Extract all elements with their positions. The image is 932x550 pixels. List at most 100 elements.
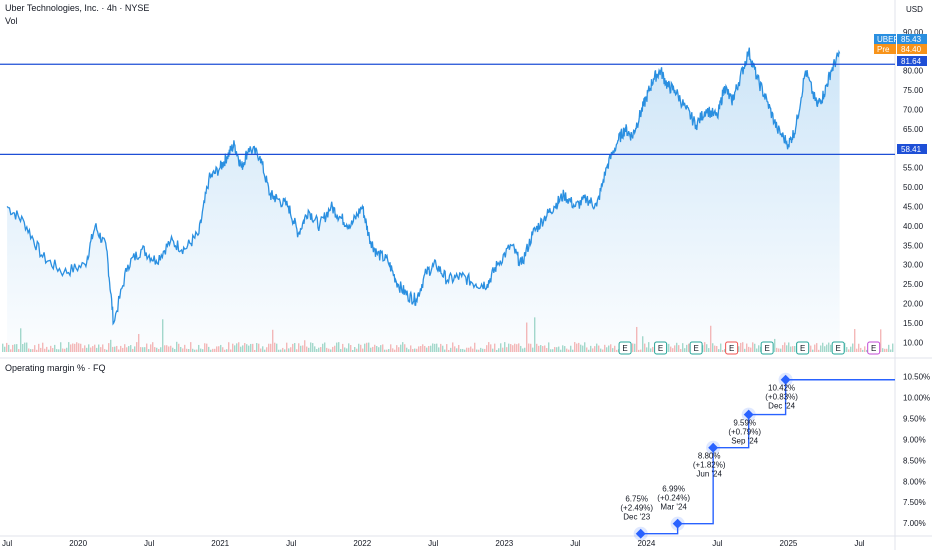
volume-bar xyxy=(786,345,788,352)
volume-bar xyxy=(228,342,230,352)
volume-bar xyxy=(612,348,614,352)
earnings-marker: E xyxy=(654,341,668,355)
volume-bar xyxy=(600,348,602,352)
volume-bar xyxy=(256,343,258,352)
volume-bar xyxy=(156,347,158,352)
volume-bar xyxy=(300,345,302,352)
volume-bar xyxy=(584,342,586,352)
volume-bar xyxy=(452,342,454,352)
volume-bar xyxy=(250,343,252,352)
volume-bar xyxy=(202,349,204,352)
volume-bar xyxy=(560,349,562,352)
volume-bar xyxy=(852,343,854,352)
volume-bar xyxy=(758,345,760,352)
margin-tick-label: 9.50% xyxy=(903,414,926,423)
volume-bar xyxy=(380,345,382,352)
volume-bar xyxy=(886,348,888,352)
volume-bar xyxy=(336,342,338,352)
price-tag-label-bg xyxy=(874,34,896,44)
volume-bar xyxy=(220,344,222,352)
volume-bar xyxy=(844,342,846,352)
volume-bar xyxy=(294,343,296,352)
volume-bar xyxy=(854,329,856,352)
volume-bar xyxy=(46,346,48,352)
time-tick-label: Jul xyxy=(712,539,722,548)
volume-bar xyxy=(512,345,514,352)
volume-bar xyxy=(526,322,528,352)
volume-bar xyxy=(72,343,74,352)
volume-bar xyxy=(742,342,744,352)
volume-bar xyxy=(384,349,386,352)
volume-bar xyxy=(54,344,56,352)
volume-bar xyxy=(108,343,110,352)
volume-bar xyxy=(746,343,748,352)
volume-bar xyxy=(356,348,358,352)
currency-label: USD xyxy=(906,5,923,14)
volume-bar xyxy=(636,326,638,352)
volume-bar xyxy=(602,349,604,352)
volume-bar xyxy=(100,347,102,352)
volume-bar xyxy=(394,349,396,352)
volume-bar xyxy=(392,348,394,352)
volume-bar xyxy=(204,343,206,352)
price-tick-label: 45.00 xyxy=(903,202,924,211)
volume-bar xyxy=(450,347,452,352)
volume-bar xyxy=(290,347,292,352)
price-tick-label: 90.00 xyxy=(903,28,924,37)
volume-bar xyxy=(280,349,282,352)
volume-bar xyxy=(436,343,438,352)
time-tick-label: 2020 xyxy=(69,539,87,548)
volume-bar xyxy=(248,345,250,352)
volume-bar xyxy=(124,344,126,352)
price-tick-label: 15.00 xyxy=(903,319,924,328)
volume-bar xyxy=(396,345,398,352)
volume-bar xyxy=(376,345,378,352)
volume-bar xyxy=(114,346,116,352)
volume-bar xyxy=(606,347,608,352)
volume-bar xyxy=(302,345,304,352)
volume-bar xyxy=(722,349,724,352)
volume-bar xyxy=(330,349,332,352)
volume-bar xyxy=(152,342,154,352)
volume-bar xyxy=(702,345,704,352)
volume-bar xyxy=(652,346,654,352)
volume-bar xyxy=(598,345,600,352)
earnings-marker-label: E xyxy=(836,344,841,353)
volume-bar xyxy=(110,339,112,352)
volume-bar xyxy=(274,342,276,352)
time-tick-label: Jul xyxy=(144,539,154,548)
volume-bar xyxy=(884,348,886,352)
volume-bar xyxy=(446,344,448,352)
volume-bar xyxy=(750,347,752,352)
volume-bar xyxy=(412,348,414,352)
margin-step-line xyxy=(640,379,895,535)
volume-bar xyxy=(468,347,470,352)
volume-bar xyxy=(246,344,248,352)
volume-bar xyxy=(848,349,850,352)
horizontal-lines[interactable] xyxy=(0,63,895,156)
margin-point xyxy=(635,528,646,539)
earnings-marker-box xyxy=(760,341,774,355)
volume-bar xyxy=(790,346,792,352)
volume-bar xyxy=(268,343,270,352)
time-tick-label: Jul xyxy=(2,539,12,548)
volume-bar xyxy=(480,347,482,352)
volume-bar xyxy=(400,344,402,352)
volume-bar xyxy=(576,343,578,352)
volume-bar xyxy=(846,347,848,352)
volume-bar xyxy=(748,346,750,352)
volume-bar xyxy=(818,349,820,352)
volume-bar xyxy=(36,349,38,352)
volume-bar xyxy=(644,343,646,352)
volume-bar xyxy=(364,343,366,352)
volume-bar xyxy=(346,348,348,352)
volume-bar xyxy=(174,349,176,352)
volume-bar xyxy=(74,343,76,352)
volume-bar xyxy=(68,342,70,352)
volume-bar xyxy=(506,347,508,352)
volume-bar xyxy=(168,346,170,352)
volume-bar xyxy=(324,342,326,352)
volume-bar xyxy=(194,349,196,352)
